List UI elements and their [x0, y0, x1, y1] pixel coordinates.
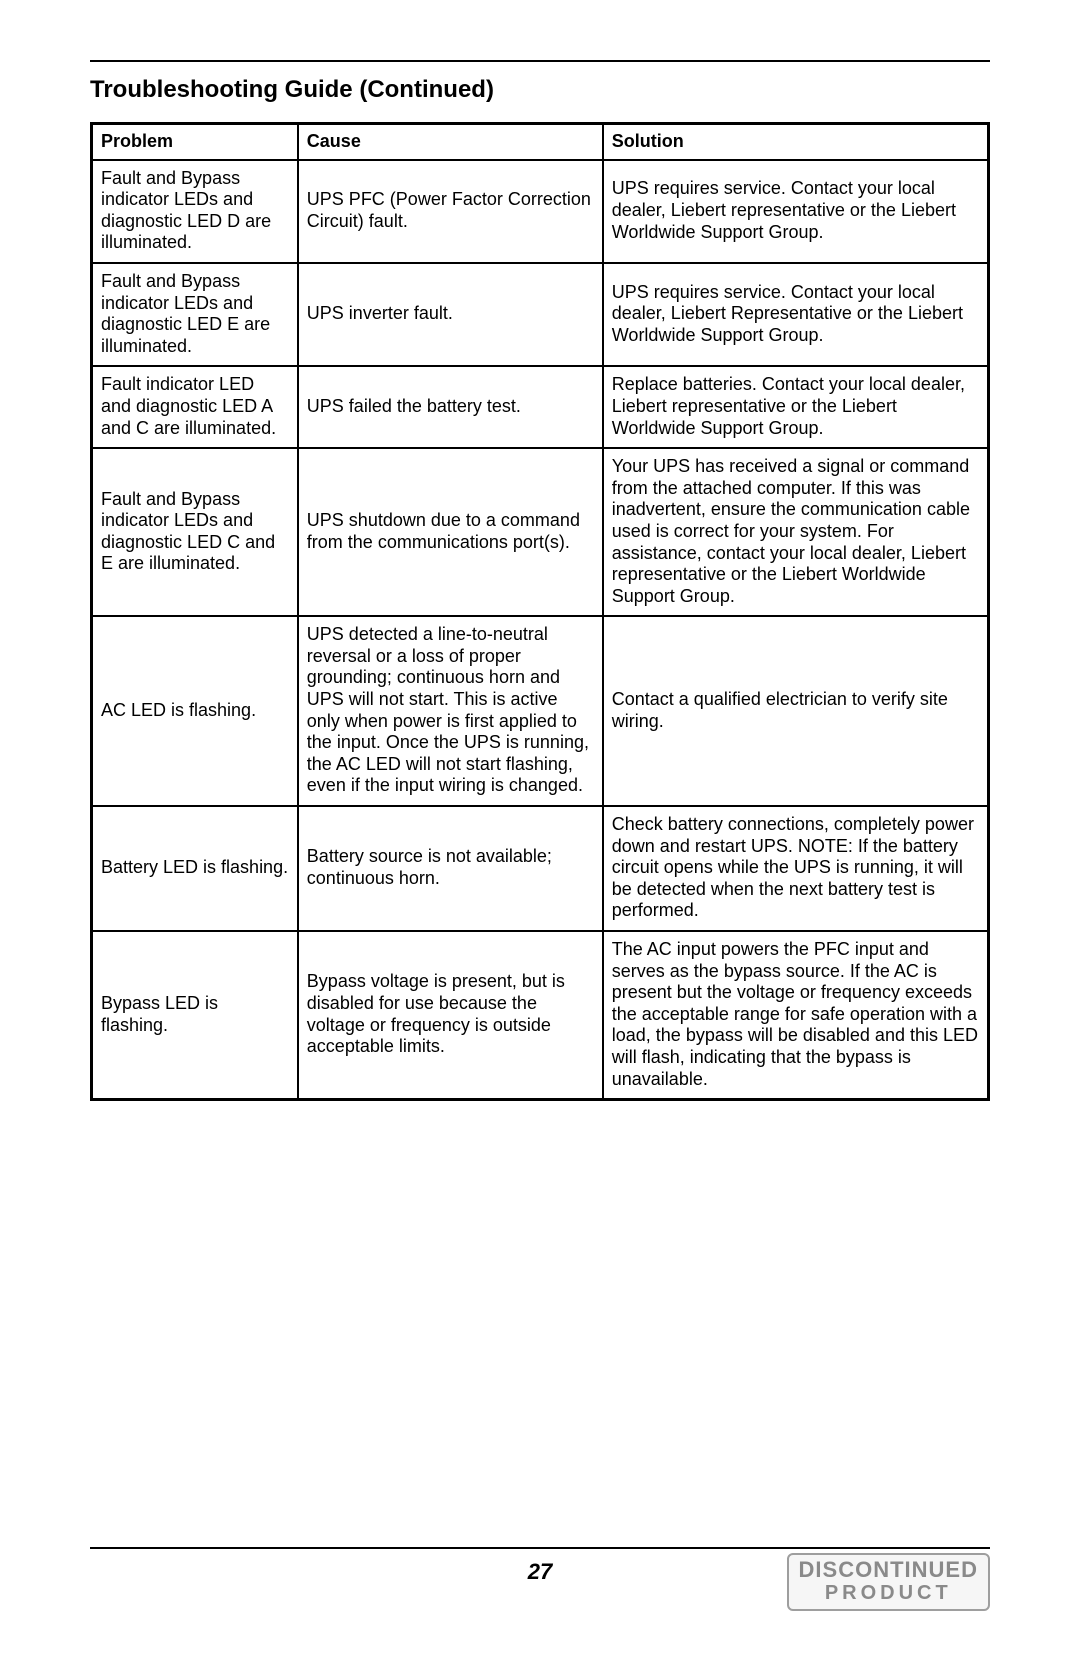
footer-rule	[90, 1547, 990, 1549]
cell-cause: UPS failed the battery test.	[298, 366, 603, 448]
page-footer: 27 DISCONTINUED PRODUCT	[90, 1547, 990, 1619]
cell-cause: UPS PFC (Power Factor Correction Circuit…	[298, 160, 603, 263]
cell-solution: Contact a qualified electrician to verif…	[603, 616, 989, 806]
table-row: Bypass LED is flashing. Bypass voltage i…	[92, 931, 989, 1100]
table-row: Fault and Bypass indicator LEDs and diag…	[92, 160, 989, 263]
table-header-row: Problem Cause Solution	[92, 124, 989, 160]
footer-row: 27 DISCONTINUED PRODUCT	[90, 1559, 990, 1619]
cell-cause: UPS shutdown due to a command from the c…	[298, 448, 603, 616]
document-page: Troubleshooting Guide (Continued) Proble…	[0, 0, 1080, 1669]
cell-cause: Bypass voltage is present, but is disabl…	[298, 931, 603, 1100]
cell-problem: Fault and Bypass indicator LEDs and diag…	[92, 160, 298, 263]
cell-solution: Check battery connections, completely po…	[603, 806, 989, 931]
stamp-line-1: DISCONTINUED	[799, 1559, 978, 1581]
stamp-line-2: PRODUCT	[799, 1583, 978, 1603]
cell-problem: Fault and Bypass indicator LEDs and diag…	[92, 263, 298, 366]
page-title: Troubleshooting Guide (Continued)	[90, 76, 990, 104]
cell-cause: UPS detected a line-to-neutral reversal …	[298, 616, 603, 806]
cell-cause: UPS inverter fault.	[298, 263, 603, 366]
table-row: Battery LED is flashing. Battery source …	[92, 806, 989, 931]
cell-problem: Bypass LED is flashing.	[92, 931, 298, 1100]
table-row: Fault and Bypass indicator LEDs and diag…	[92, 448, 989, 616]
cell-solution: Replace batteries. Contact your local de…	[603, 366, 989, 448]
troubleshooting-table: Problem Cause Solution Fault and Bypass …	[90, 122, 990, 1101]
cell-solution: Your UPS has received a signal or comman…	[603, 448, 989, 616]
cell-problem: AC LED is flashing.	[92, 616, 298, 806]
col-header-problem: Problem	[92, 124, 298, 160]
cell-solution: UPS requires service. Contact your local…	[603, 160, 989, 263]
discontinued-stamp: DISCONTINUED PRODUCT	[787, 1553, 990, 1611]
page-number: 27	[528, 1559, 552, 1585]
col-header-cause: Cause	[298, 124, 603, 160]
cell-solution: The AC input powers the PFC input and se…	[603, 931, 989, 1100]
cell-problem: Fault indicator LED and diagnostic LED A…	[92, 366, 298, 448]
cell-cause: Battery source is not available; continu…	[298, 806, 603, 931]
top-rule	[90, 60, 990, 62]
col-header-solution: Solution	[603, 124, 989, 160]
cell-problem: Battery LED is flashing.	[92, 806, 298, 931]
table-row: Fault indicator LED and diagnostic LED A…	[92, 366, 989, 448]
table-row: Fault and Bypass indicator LEDs and diag…	[92, 263, 989, 366]
cell-problem: Fault and Bypass indicator LEDs and diag…	[92, 448, 298, 616]
cell-solution: UPS requires service. Contact your local…	[603, 263, 989, 366]
table-row: AC LED is flashing. UPS detected a line-…	[92, 616, 989, 806]
